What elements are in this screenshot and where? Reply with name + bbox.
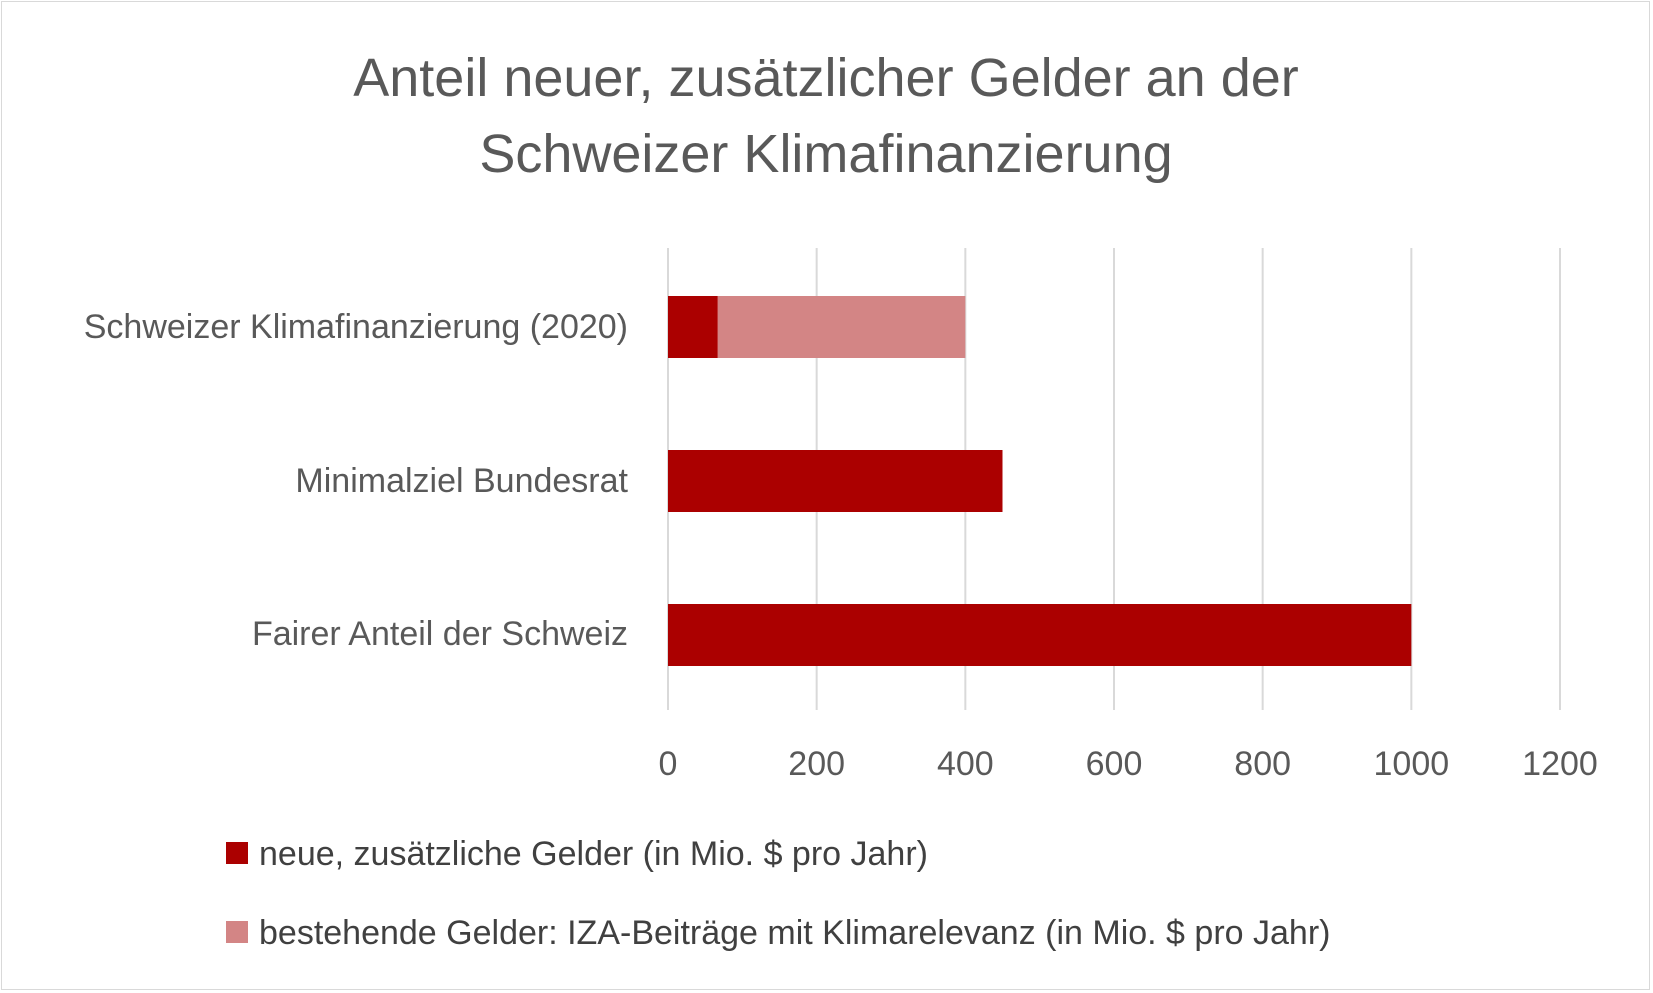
x-tick-label-600: 600 [1086,745,1143,783]
legend-swatch-neue-gelder [226,842,248,864]
bar-series0-category1 [668,450,1003,512]
chart-title-line-2: Schweizer Klimafinanzierung [479,124,1172,184]
bar-series1-category0 [717,296,966,358]
chart-title-line-1: Anteil neuer, zusätzlicher Gelder an der [353,48,1299,108]
x-tick-label-800: 800 [1234,745,1291,783]
category-label-klimafinanzierung-2020: Schweizer Klimafinanzierung (2020) [84,308,628,346]
legend: neue, zusätzliche Gelder (in Mio. $ pro … [226,835,1330,952]
x-tick-label-200: 200 [788,745,845,783]
x-tick-label-400: 400 [937,745,994,783]
category-label-minimalziel-bundesrat: Minimalziel Bundesrat [295,462,628,500]
x-axis-tick-labels: 0 200 400 600 800 1000 1200 [659,745,1598,783]
category-label-fairer-anteil: Fairer Anteil der Schweiz [252,615,628,653]
x-tick-label-1000: 1000 [1374,745,1450,783]
bar-series0-category0 [668,296,718,358]
x-tick-label-1200: 1200 [1522,745,1598,783]
bar-series0-category2 [668,604,1412,666]
legend-label-bestehende-gelder: bestehende Gelder: IZA-Beiträge mit Klim… [259,914,1330,952]
bars [668,296,1412,666]
x-tick-label-0: 0 [659,745,678,783]
legend-label-neue-gelder: neue, zusätzliche Gelder (in Mio. $ pro … [259,835,928,873]
legend-swatch-bestehende-gelder [226,921,248,943]
